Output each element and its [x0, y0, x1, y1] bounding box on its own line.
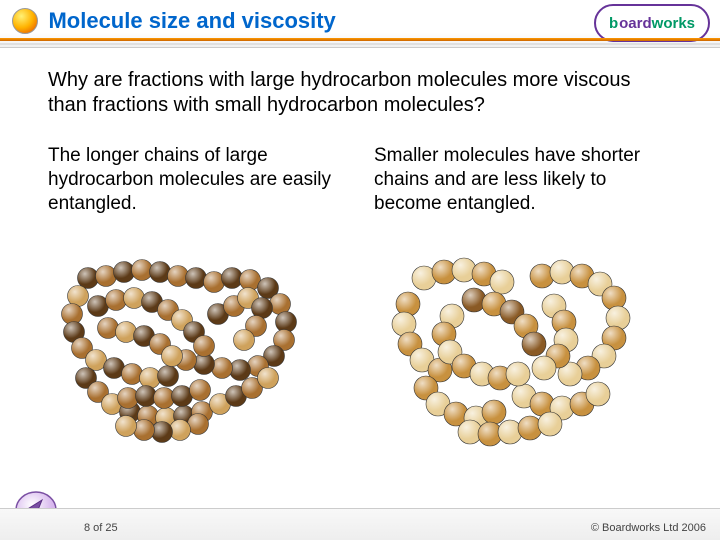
header-divider-2	[0, 43, 720, 45]
globe-icon	[12, 8, 38, 34]
left-column: The longer chains of large hydrocarbon m…	[48, 144, 346, 453]
large-molecule-diagram	[48, 248, 328, 448]
boardworks-logo: boardworks	[594, 4, 710, 42]
copyright-text: © Boardworks Ltd 2006	[591, 522, 706, 534]
header-divider	[0, 38, 720, 41]
slide-title: Molecule size and viscosity	[48, 8, 335, 34]
page-number: 8 of 25	[84, 522, 118, 534]
slide-footer: 8 of 25 © Boardworks Ltd 2006	[0, 508, 720, 540]
slide-content: Why are fractions with large hydrocarbon…	[0, 48, 720, 463]
left-text: The longer chains of large hydrocarbon m…	[48, 144, 346, 234]
right-text: Smaller molecules have shorter chains an…	[374, 144, 672, 234]
question-text: Why are fractions with large hydrocarbon…	[48, 68, 672, 118]
small-molecule-diagram	[374, 248, 654, 448]
right-column: Smaller molecules have shorter chains an…	[374, 144, 672, 453]
slide-header: Molecule size and viscosity boardworks	[0, 0, 720, 48]
